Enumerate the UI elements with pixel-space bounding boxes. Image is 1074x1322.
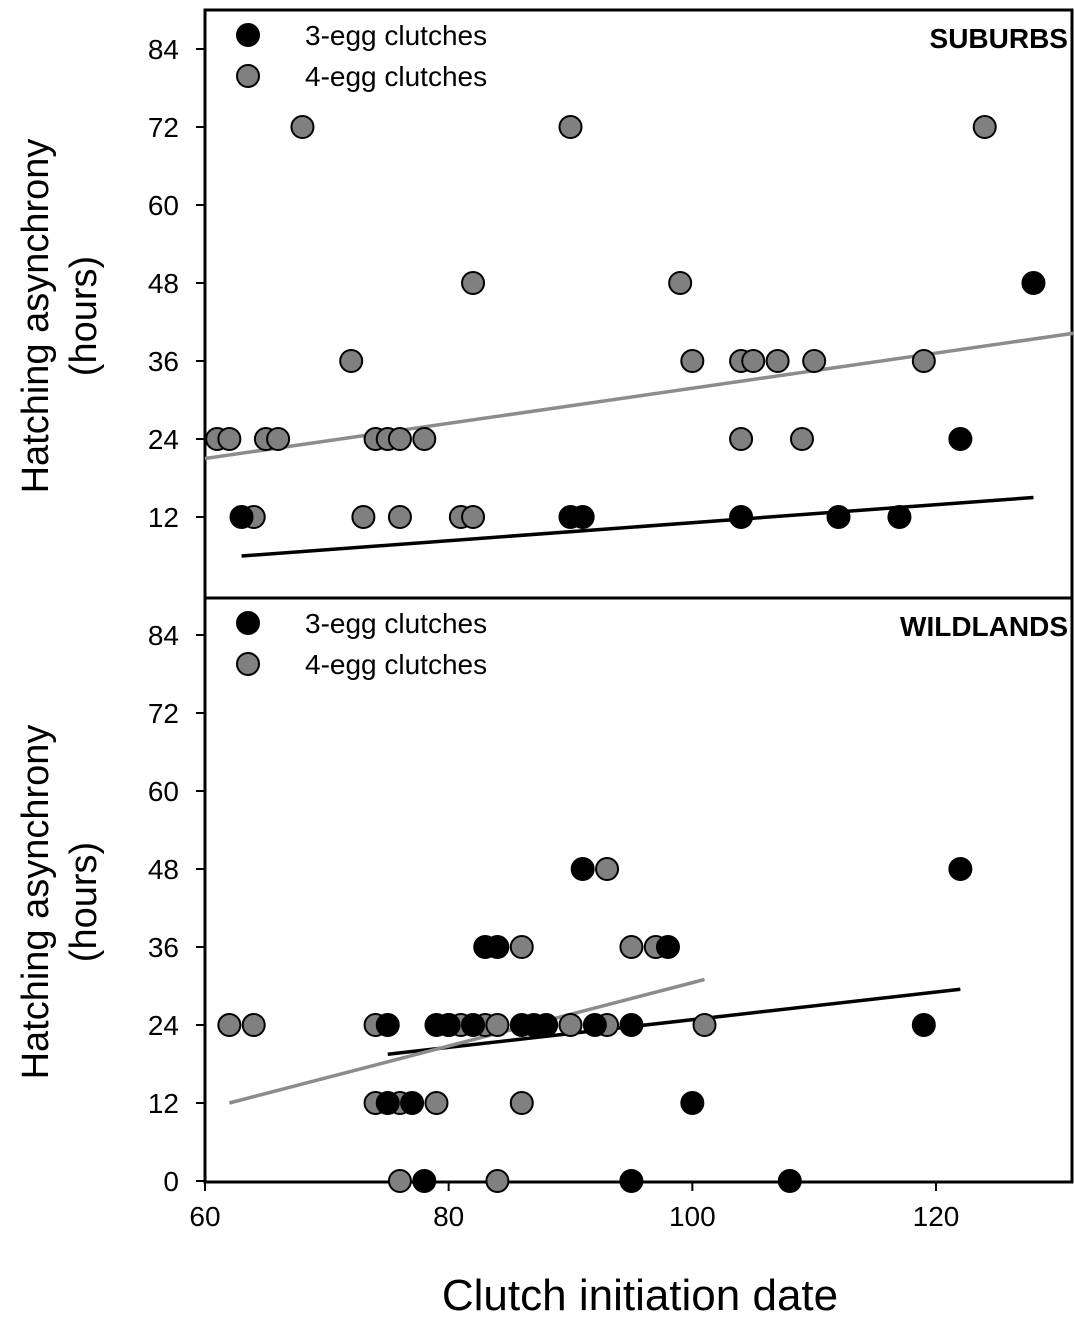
x-tick-label: 120 <box>913 1201 960 1232</box>
data-point-4-egg <box>339 349 364 373</box>
y-axis-title: Hatching asynchrony <box>15 725 57 1080</box>
y-tick-label: 84 <box>148 34 179 65</box>
y-tick-label: 48 <box>148 268 179 299</box>
y-tick-label: 48 <box>148 854 179 885</box>
data-point-3-egg <box>375 1013 400 1037</box>
data-point-4-egg <box>485 1013 510 1037</box>
panel-label: SUBURBS <box>930 23 1068 54</box>
data-point-4-egg <box>558 1013 583 1037</box>
data-point-3-egg <box>1021 271 1046 295</box>
data-point-4-egg <box>558 115 583 139</box>
y-axis-title-units: (hours) <box>63 842 105 962</box>
data-point-3-egg <box>229 505 254 529</box>
data-point-3-egg <box>534 1013 559 1037</box>
data-point-4-egg <box>412 427 437 451</box>
data-point-4-egg <box>668 271 693 295</box>
plot-frame <box>203 8 1074 600</box>
data-point-4-egg <box>351 505 376 529</box>
data-point-4-egg <box>387 427 412 451</box>
y-tick-label: 36 <box>148 932 179 963</box>
y-tick-label: 24 <box>148 424 179 455</box>
data-point-3-egg <box>461 1013 486 1037</box>
data-point-3-egg <box>375 1091 400 1115</box>
data-point-3-egg <box>911 1013 936 1037</box>
data-point-3-egg <box>948 857 973 881</box>
legend-marker <box>236 611 260 635</box>
trendline-3-egg <box>387 987 961 1056</box>
data-point-4-egg <box>802 349 827 373</box>
legend-label: 4-egg clutches <box>305 61 487 92</box>
data-point-4-egg <box>509 1091 534 1115</box>
y-tick-label: 24 <box>148 1010 179 1041</box>
data-point-4-egg <box>692 1013 717 1037</box>
x-tick-label: 100 <box>669 1201 716 1232</box>
legend-label: 3-egg clutches <box>305 20 487 51</box>
data-point-3-egg <box>655 935 680 959</box>
data-point-3-egg <box>400 1091 425 1115</box>
y-tick-label: 72 <box>148 112 179 143</box>
data-point-3-egg <box>485 935 510 959</box>
data-point-4-egg <box>729 427 754 451</box>
data-point-4-egg <box>595 857 620 881</box>
data-point-4-egg <box>789 427 814 451</box>
data-point-4-egg <box>485 1169 510 1193</box>
data-point-4-egg <box>290 115 315 139</box>
panel-label: WILDLANDS <box>900 611 1068 642</box>
data-point-4-egg <box>509 935 534 959</box>
panel-wildlands: 0 12 24 36 48 60 72 84 60 80 100 120 Hatching asynch… <box>15 596 1074 1320</box>
y-tick-label: 36 <box>148 346 179 377</box>
data-point-4-egg <box>911 349 936 373</box>
data-point-3-egg <box>729 505 754 529</box>
data-point-3-egg <box>570 857 595 881</box>
data-point-3-egg <box>570 505 595 529</box>
data-point-4-egg <box>424 1091 449 1115</box>
legend-marker <box>236 652 260 676</box>
data-point-3-egg <box>582 1013 607 1037</box>
y-tick-label: 72 <box>148 698 179 729</box>
legend-marker <box>236 23 260 47</box>
data-point-3-egg <box>436 1013 461 1037</box>
y-tick-label: 60 <box>148 190 179 221</box>
data-point-3-egg <box>680 1091 705 1115</box>
data-point-3-egg <box>948 427 973 451</box>
data-point-3-egg <box>826 505 851 529</box>
y-tick-label: 84 <box>148 620 179 651</box>
x-tick-label: 60 <box>189 1201 220 1232</box>
data-point-4-egg <box>217 427 242 451</box>
legend-marker <box>236 64 260 88</box>
plot-frame <box>203 596 1074 1184</box>
legend-label: 3-egg clutches <box>305 608 487 639</box>
data-point-4-egg <box>741 349 766 373</box>
legend-label: 4-egg clutches <box>305 649 487 680</box>
y-axis-title: Hatching asynchrony <box>15 139 57 494</box>
data-point-4-egg <box>461 505 486 529</box>
y-tick-label: 12 <box>148 502 179 533</box>
y-tick-label: 12 <box>148 1088 179 1119</box>
trendline-4-egg <box>228 977 705 1105</box>
data-point-4-egg <box>266 427 291 451</box>
data-point-4-egg <box>241 1013 266 1037</box>
data-point-3-egg <box>777 1169 802 1193</box>
data-point-4-egg <box>461 271 486 295</box>
panel-suburbs: 12 24 36 48 60 72 84 Hatching asynchrony (hours)… <box>15 8 1074 600</box>
x-axis-title: Clutch initiation date <box>442 1271 838 1320</box>
data-point-3-egg <box>412 1169 437 1193</box>
data-point-4-egg <box>217 1013 242 1037</box>
trendline-4-egg <box>204 331 1074 461</box>
x-tick-label: 80 <box>433 1201 464 1232</box>
data-point-4-egg <box>680 349 705 373</box>
data-point-4-egg <box>387 1169 412 1193</box>
data-point-4-egg <box>972 115 997 139</box>
y-tick-label: 0 <box>163 1166 179 1197</box>
data-point-4-egg <box>387 505 412 529</box>
y-axis-title-units: (hours) <box>63 256 105 376</box>
data-point-3-egg <box>619 1013 644 1037</box>
data-point-4-egg <box>619 935 644 959</box>
data-point-3-egg <box>619 1169 644 1193</box>
y-tick-label: 60 <box>148 776 179 807</box>
data-point-3-egg <box>887 505 912 529</box>
data-point-4-egg <box>765 349 790 373</box>
